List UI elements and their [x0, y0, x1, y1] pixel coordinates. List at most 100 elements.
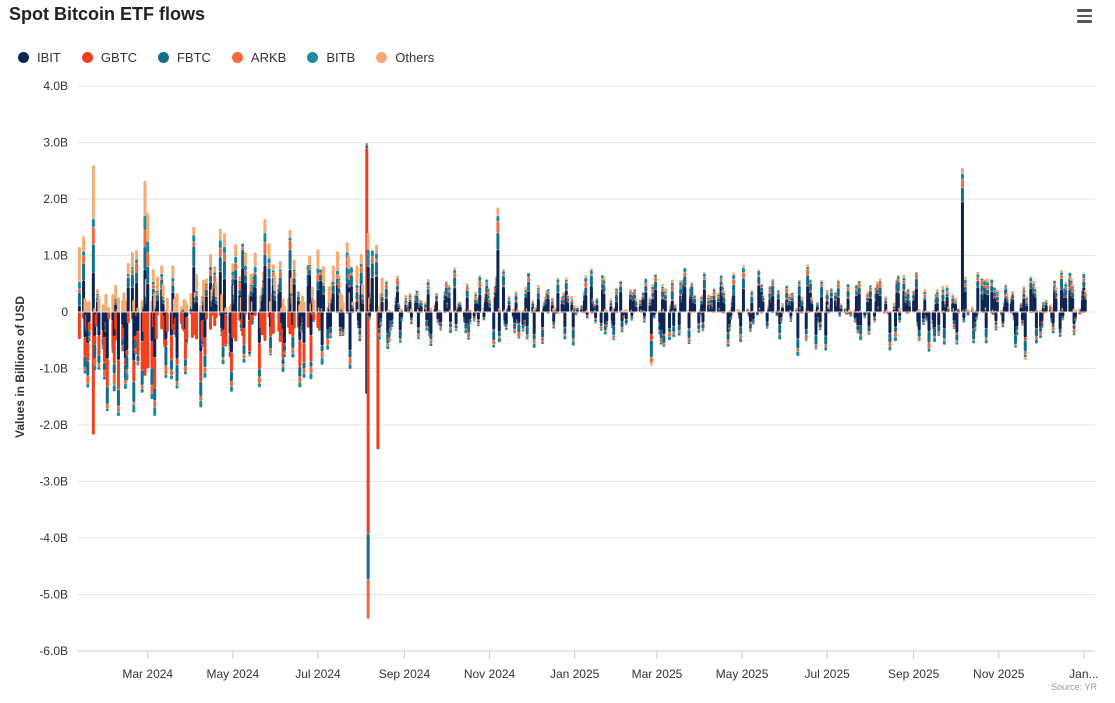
bar-segment-fbtc	[888, 333, 892, 343]
bar-segment-fbtc	[1044, 302, 1048, 306]
bar-segment-gbtc	[702, 288, 706, 290]
bar-segment-others	[171, 265, 175, 278]
bar-segment-bitb	[955, 342, 959, 345]
bar-segment-arkb	[595, 299, 599, 301]
bar-segment-others	[468, 309, 472, 311]
bar-segment-ibit	[670, 300, 674, 312]
bar-segment-others	[310, 286, 314, 298]
bar-segment-gbtc	[595, 303, 599, 305]
bar-segment-bitb	[86, 383, 90, 388]
bar-segment-arkb	[248, 354, 252, 356]
bar-segment-bitb	[269, 353, 273, 356]
bar-segment-ibit	[1058, 312, 1062, 330]
bar-segment-ibit	[628, 298, 632, 312]
bar-segment-bitb	[472, 320, 476, 322]
bar-segment-ibit	[729, 312, 733, 317]
bar-segment-arkb	[171, 282, 175, 286]
bar-segment-bitb	[329, 336, 333, 339]
bar-segment-bitb	[1001, 325, 1005, 328]
bar-segment-arkb	[348, 357, 352, 365]
bar-segment-gbtc	[662, 334, 666, 336]
bar-segment-bitb	[133, 351, 137, 355]
bar-segment-ibit	[1073, 312, 1077, 318]
bar-segment-bitb	[522, 326, 526, 327]
bar-segment-others	[654, 274, 658, 275]
bar-segment-arkb	[781, 305, 785, 307]
bar-segment-ibit	[818, 312, 822, 323]
bar-segment-fbtc	[594, 319, 598, 322]
bar-segment-fbtc	[963, 286, 967, 292]
bar-segment-arkb	[358, 334, 362, 339]
bar-segment-others	[561, 292, 565, 296]
legend-item-arkb[interactable]: ARKB	[231, 50, 287, 65]
legend-item-ibit[interactable]: IBIT	[18, 50, 61, 65]
bar-segment-bitb	[594, 322, 598, 324]
bar-segment-others	[175, 293, 179, 312]
bar-segment-others	[722, 290, 726, 293]
bar-segment-ibit	[214, 304, 218, 312]
bar-segment-arkb	[638, 301, 642, 304]
bar-segment-ibit	[700, 304, 704, 312]
bar-segment-others	[213, 266, 217, 273]
bar-segment-others	[331, 265, 335, 282]
bar-segment-others	[214, 281, 218, 298]
bar-segment-gbtc	[150, 341, 154, 369]
hamburger-menu-icon[interactable]	[1074, 7, 1094, 25]
bar-segment-fbtc	[1020, 321, 1024, 324]
bar-segment-arkb	[838, 315, 842, 317]
bar-segment-fbtc	[171, 285, 175, 293]
bar-segment-gbtc	[594, 318, 598, 320]
bar-segment-gbtc	[87, 321, 91, 332]
bar-segment-bitb	[679, 282, 683, 286]
bar-segment-bitb	[527, 272, 531, 278]
bar-segment-fbtc	[238, 289, 242, 296]
bar-segment-bitb	[661, 286, 665, 289]
bar-segment-arkb	[485, 282, 489, 286]
legend-item-gbtc[interactable]: GBTC	[81, 50, 137, 65]
bar-segment-fbtc	[1082, 281, 1086, 288]
bar-segment-bitb	[474, 294, 478, 297]
bar-segment-arkb	[426, 285, 430, 290]
bar-segment-fbtc	[513, 323, 517, 330]
bar-segment-bitb	[135, 259, 139, 264]
legend-label: ARKB	[250, 50, 287, 65]
bar-segment-arkb	[739, 334, 743, 339]
legend-item-fbtc[interactable]: FBTC	[157, 50, 211, 65]
bar-segment-arkb	[183, 366, 187, 372]
bar-segment-fbtc	[951, 298, 955, 302]
bar-segment-others	[602, 277, 606, 281]
bar-segment-fbtc	[1011, 294, 1015, 299]
bar-segment-arkb	[319, 272, 323, 276]
bar-segment-arkb	[136, 361, 140, 365]
bar-segment-bitb	[829, 288, 833, 292]
bar-segment-fbtc	[641, 296, 645, 300]
bar-segment-bitb	[405, 305, 409, 306]
bar-segment-bitb	[937, 334, 941, 336]
bar-segment-fbtc	[143, 247, 147, 270]
bar-segment-bitb	[765, 327, 769, 329]
bar-segment-bitb	[672, 334, 676, 338]
y-tick-label: 0	[61, 305, 68, 319]
bar-segment-bitb	[663, 291, 667, 293]
bar-segment-others	[712, 288, 716, 290]
bar-segment-gbtc	[376, 312, 380, 450]
bar-segment-bitb	[488, 300, 492, 302]
bar-segment-fbtc	[130, 274, 134, 288]
bar-segment-fbtc	[218, 256, 222, 272]
bar-segment-ibit	[200, 312, 204, 321]
bar-segment-bitb	[942, 340, 946, 345]
bar-segment-arkb	[77, 288, 81, 293]
bar-segment-arkb	[960, 179, 964, 188]
bar-segment-gbtc	[779, 317, 783, 320]
bar-segment-ibit	[322, 294, 326, 312]
legend-item-others[interactable]: Others	[376, 50, 434, 65]
bar-segment-bitb	[966, 314, 970, 316]
bar-segment-bitb	[164, 374, 168, 379]
bar-segment-others	[661, 284, 665, 287]
bar-segment-bitb	[1048, 306, 1052, 308]
legend-item-bitb[interactable]: BITB	[307, 50, 355, 65]
bar-segment-others	[308, 255, 312, 265]
bar-segment-others	[319, 268, 323, 270]
legend-label: Others	[395, 50, 435, 65]
